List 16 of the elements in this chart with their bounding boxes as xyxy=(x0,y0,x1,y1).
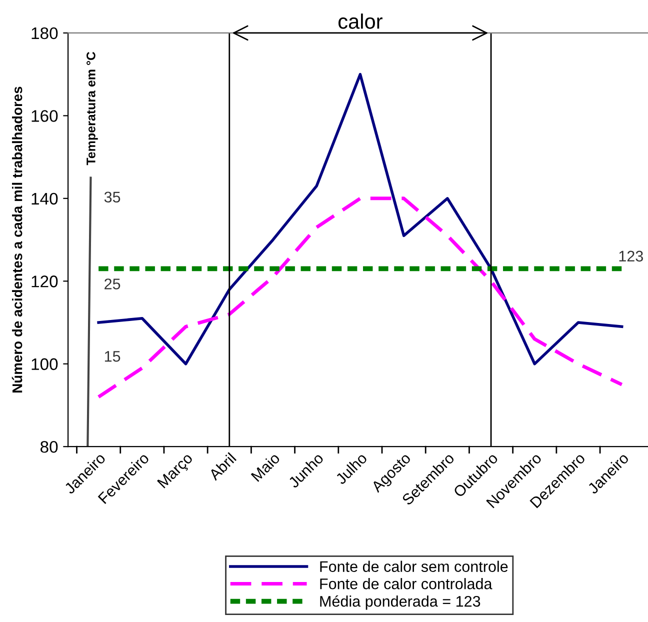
annotation: 25 xyxy=(104,278,120,290)
y-tick-label: 180 xyxy=(32,27,58,40)
annotation: 35 xyxy=(104,192,120,203)
y-axis-title: Número de acidentes a cada mil trabalhadores xyxy=(12,86,22,392)
legend-label: Fonte de calor controlada xyxy=(320,578,492,590)
y-tick-label: 120 xyxy=(32,276,58,288)
annotation: 123 xyxy=(619,250,643,262)
text: calor xyxy=(338,14,382,29)
y-tick-label: 140 xyxy=(32,192,58,205)
legend-label: Fonte de calor sem controle xyxy=(320,560,508,572)
y-tick-label: 80 xyxy=(40,440,58,453)
y-tick-label: 100 xyxy=(32,358,58,370)
y-tick-label: 160 xyxy=(32,110,58,122)
annotation: 15 xyxy=(104,351,120,362)
y2-axis-title: Temperatura em °C xyxy=(86,52,98,166)
legend-label: Média ponderada = 123 xyxy=(320,595,480,610)
